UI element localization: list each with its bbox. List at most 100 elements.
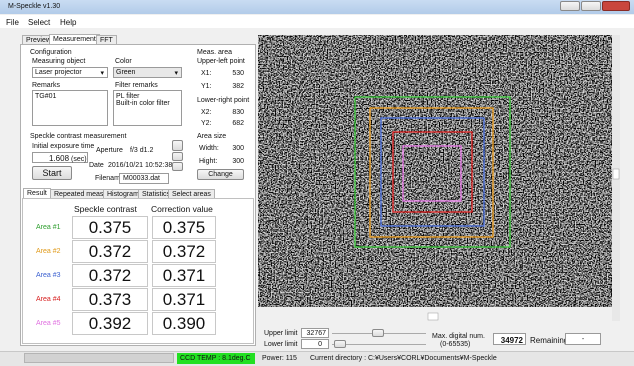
label: Upper limit	[264, 330, 297, 337]
label: Width:	[199, 145, 219, 152]
status-text: CCD TEMP : 8.1deg.C	[180, 355, 251, 362]
label: Lower-right point	[197, 97, 249, 104]
number-field: -	[565, 333, 601, 345]
title-bar	[0, 0, 634, 14]
dropdown-value: Laser projector	[35, 69, 82, 76]
label: Y2:	[201, 120, 212, 127]
label: Max. digital num.	[432, 333, 485, 340]
menu-item[interactable]: File	[6, 18, 19, 27]
correction-value: 0.390	[152, 312, 216, 335]
tab[interactable]: Result	[23, 188, 51, 198]
area-label: Area #2	[36, 248, 61, 255]
value: 830	[220, 109, 244, 116]
label: Y1:	[201, 83, 212, 90]
number-field: 34972	[493, 333, 526, 345]
area-label: Area #1	[36, 224, 61, 231]
area-label: Area #3	[36, 272, 61, 279]
dropdown-arrow: ▾	[174, 69, 178, 77]
maximize-button[interactable]	[581, 1, 601, 11]
text-area[interactable]: PL filter Built-in color filter	[113, 90, 182, 126]
menu-bar	[0, 15, 634, 28]
aperture-up-button[interactable]	[172, 152, 183, 161]
aperture-down-button[interactable]	[172, 162, 183, 171]
status-text: Current directory : C:¥Users¥CORL¥Docume…	[310, 355, 497, 362]
value: 300	[220, 145, 244, 152]
number-field[interactable]: 32767	[301, 328, 329, 338]
value: M00033.dat	[123, 175, 160, 182]
correction-value: 0.371	[152, 264, 216, 287]
text-area-value: TG#01	[35, 93, 56, 100]
label: Lower limit	[264, 341, 297, 348]
column-header: Speckle contrast	[74, 204, 137, 214]
number-field[interactable]: 0	[301, 339, 329, 349]
value: 34972	[501, 336, 523, 345]
menu-item[interactable]: Select	[28, 18, 50, 27]
label: X2:	[201, 109, 212, 116]
text-area-value: PL filter Built-in color filter	[116, 93, 170, 107]
label: Hight:	[199, 158, 217, 165]
label: Color	[115, 58, 132, 65]
slider-thumb[interactable]	[372, 329, 384, 337]
value: 300	[220, 158, 244, 165]
unit: (sec)	[71, 156, 87, 163]
group-title: Speckle contrast measurement	[30, 133, 127, 140]
label: Remarks	[32, 82, 60, 89]
status-text: Power: 115	[262, 355, 297, 362]
correction-value: 0.375	[152, 216, 216, 239]
dropdown-value: Green	[116, 69, 135, 76]
label: Remaining	[530, 336, 568, 345]
value: 2016/10/21 10:52:38	[108, 162, 172, 169]
value: 682	[220, 120, 244, 127]
minimize-button[interactable]	[560, 1, 580, 11]
progress-bar	[24, 353, 174, 363]
slider-thumb[interactable]	[334, 340, 346, 348]
label: Aperture	[96, 147, 123, 154]
value: 530	[220, 70, 244, 77]
label: X1:	[201, 70, 212, 77]
aperture-button[interactable]	[172, 140, 183, 151]
dropdown-arrow: ▾	[100, 69, 104, 77]
ccd-temp: CCD TEMP : 8.1deg.C	[177, 353, 255, 364]
label: Upper-left point	[197, 58, 245, 65]
label: Date	[89, 162, 104, 169]
value: -	[582, 336, 584, 343]
slider-track[interactable]	[332, 344, 426, 345]
window-title: M-Speckle v1.30	[8, 3, 60, 10]
exposure-input[interactable]: 1.608 (sec)	[32, 152, 88, 163]
change-button[interactable]: Change	[197, 169, 244, 180]
menu-item[interactable]: Help	[60, 18, 76, 27]
text-area[interactable]: TG#01	[32, 90, 108, 126]
filename-field: M00033.dat	[119, 173, 169, 184]
speckle-contrast-value: 0.373	[72, 288, 148, 311]
value: 0	[318, 341, 322, 348]
label: Filter remarks	[115, 82, 158, 89]
speckle-contrast-value: 0.375	[72, 216, 148, 239]
scroll-thumb[interactable]	[428, 313, 438, 320]
dropdown[interactable]: Laser projector ▾	[32, 67, 108, 78]
label: (0-65535)	[440, 341, 470, 348]
tab[interactable]: Measurement	[49, 34, 100, 44]
area-label: Area #5	[36, 320, 61, 327]
close-button[interactable]	[602, 1, 630, 11]
speckle-contrast-value: 0.372	[72, 264, 148, 287]
correction-value: 0.372	[152, 240, 216, 263]
start-button[interactable]: Start	[32, 166, 72, 180]
app-window: M-Speckle v1.30 File Select Help Preview…	[0, 0, 634, 366]
image-view	[258, 35, 620, 321]
exposure-value: 1.608	[49, 154, 69, 163]
group-title: Configuration	[30, 49, 72, 56]
label: Measuring object	[32, 58, 85, 65]
label: Initial exposure time	[32, 143, 94, 150]
dropdown[interactable]: Green ▾	[113, 67, 182, 78]
speckle-image	[258, 35, 612, 307]
value: 382	[220, 83, 244, 90]
speckle-contrast-value: 0.392	[72, 312, 148, 335]
column-header: Correction value	[151, 204, 213, 214]
area-label: Area #4	[36, 296, 61, 303]
value: 32767	[307, 330, 326, 337]
scroll-thumb[interactable]	[613, 169, 619, 179]
speckle-contrast-value: 0.372	[72, 240, 148, 263]
group-title: Meas. area	[197, 49, 232, 56]
correction-value: 0.371	[152, 288, 216, 311]
label: Area size	[197, 133, 226, 140]
